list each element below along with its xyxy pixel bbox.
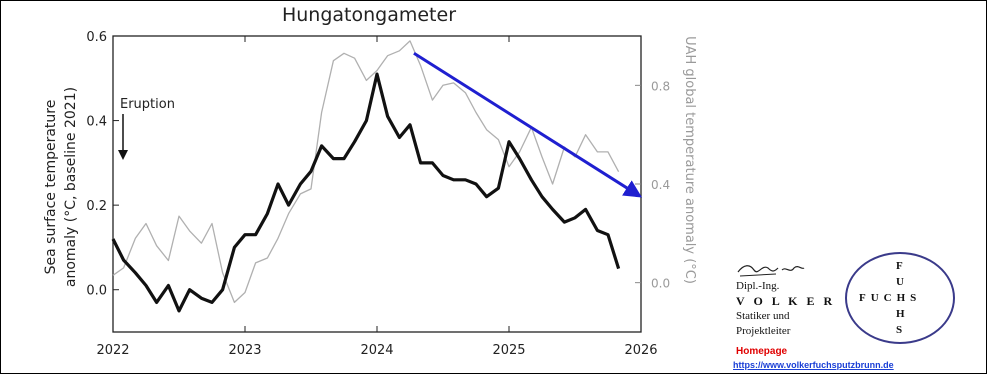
eruption-label: Eruption (120, 97, 175, 112)
seal-letter-u: U (896, 276, 904, 288)
chart-title: Hungatongameter (282, 4, 456, 26)
y-tick-label-left: 0.0 (86, 284, 107, 299)
seal-letter-s: S (896, 324, 903, 336)
seal-word-fuchs: FUCHS (859, 292, 922, 304)
eruption-arrow-head (118, 150, 128, 160)
fuchs-seal: F U FUCHS H S (845, 252, 955, 344)
seal-letter-h: H (896, 308, 905, 320)
x-tick-label: 2025 (492, 343, 525, 358)
signature-image (737, 265, 805, 277)
y-tick-label-left: 0.6 (86, 30, 107, 45)
author-logo: Dipl.-Ing. V O L K E R Statiker und Proj… (731, 250, 981, 372)
y-tick-label-left: 0.4 (86, 115, 107, 130)
homepage-label: Homepage (736, 346, 788, 357)
homepage-link[interactable]: https://www.volkerfuchsputzbrunn.de (733, 360, 894, 370)
x-tick-label: 2023 (228, 343, 261, 358)
y-axis-label-left-line1: Sea surface temperature (43, 100, 59, 275)
y-tick-label-right: 0.8 (651, 79, 670, 93)
y-tick-label-left: 0.2 (86, 199, 107, 214)
series-line-sst (111, 72, 621, 313)
y-axis-label-right: UAH global temperature anomaly (°C) (682, 36, 697, 284)
logo-role-line2: Projektleiter (736, 325, 791, 337)
x-tick-label: 2022 (96, 343, 129, 358)
x-tick-label: 2026 (624, 343, 657, 358)
logo-title: Dipl.-Ing. (736, 280, 780, 292)
seal-letter-f: F (896, 260, 903, 272)
y-axis-label-left-line2: anomaly (°C, baseline 2021) (63, 87, 79, 287)
x-tick-label: 2024 (360, 343, 393, 358)
logo-name: V O L K E R (736, 294, 836, 308)
logo-role-line1: Statiker und (736, 310, 790, 322)
series-line-uah (112, 40, 620, 304)
y-tick-label-right: 0.4 (651, 178, 670, 192)
y-tick-label-right: 0.0 (651, 277, 670, 291)
trend-arrow (413, 51, 643, 198)
